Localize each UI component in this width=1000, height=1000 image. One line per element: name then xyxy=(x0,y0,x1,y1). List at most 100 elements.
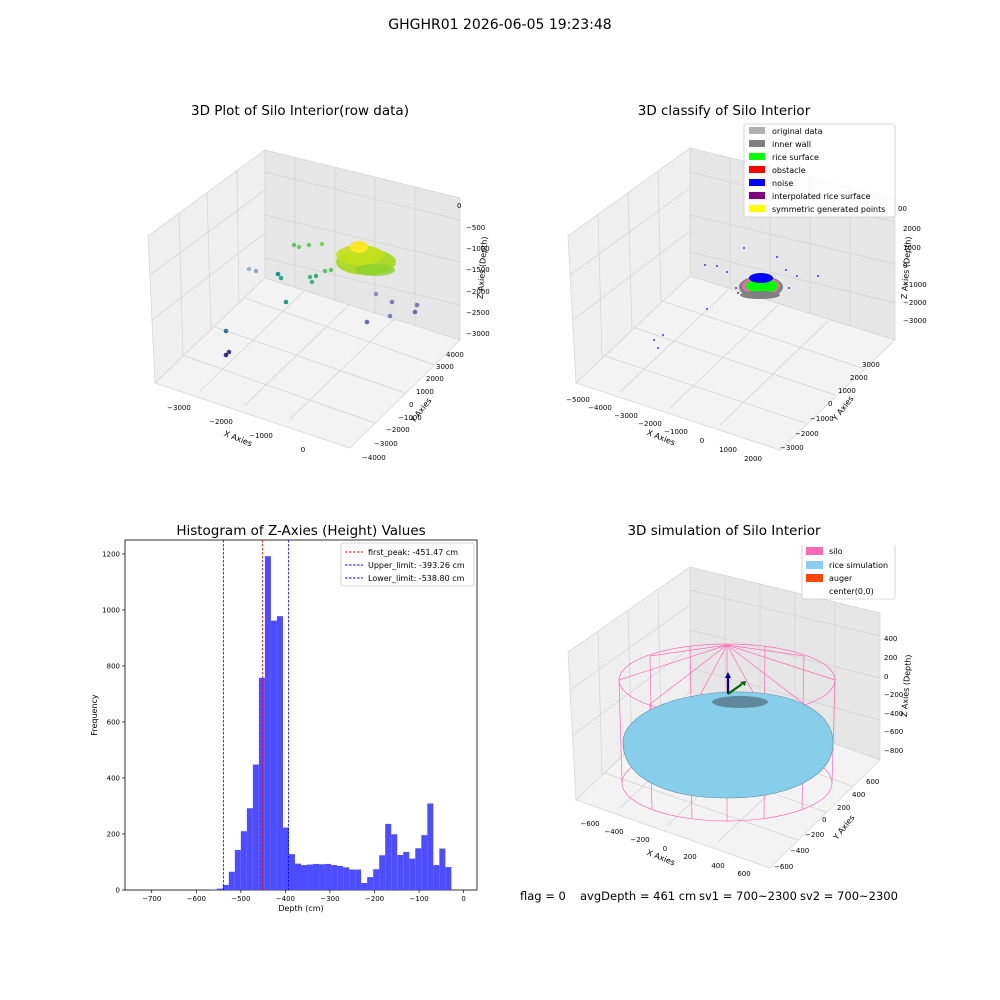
classify-ytick: −2000 xyxy=(795,430,819,438)
histogram-bar xyxy=(421,835,428,890)
simulation-ytick: 400 xyxy=(852,791,865,799)
classify-xtick: 1000 xyxy=(719,446,737,454)
status-sv2: sv2 = 700~2300 xyxy=(800,889,898,903)
rice-simulation-surface xyxy=(622,691,834,799)
status-avg-depth: avgDepth = 461 cm xyxy=(580,889,697,903)
histogram-xlabel: Depth (cm) xyxy=(278,904,323,913)
classify-point-cloud xyxy=(653,247,819,349)
classify-ztick: −2000 xyxy=(903,299,927,307)
classify-ytick: −3000 xyxy=(780,444,804,452)
histogram-bar xyxy=(361,883,368,890)
histogram-xtick-label: 0 xyxy=(461,895,465,903)
classify-ticks: 00 −5000 −4000 −3000 −2000 −1000 0 1000 … xyxy=(566,205,927,463)
histogram-ytick-label: 800 xyxy=(107,663,120,671)
raw-ztick: −1500 xyxy=(466,266,490,274)
histogram-bar xyxy=(343,867,350,890)
histogram-xtick-label: −200 xyxy=(365,895,384,903)
simulation-ztick: −600 xyxy=(884,728,903,736)
classify-ztick: 1000 xyxy=(903,244,921,252)
histogram-bar xyxy=(313,863,320,890)
legend-label-upper-limit: Upper_limit: -393.26 cm xyxy=(368,561,465,570)
histogram-bar xyxy=(319,864,326,890)
histogram-bar xyxy=(294,863,301,890)
classify-ztick: −1000 xyxy=(903,281,927,289)
histogram-bar xyxy=(276,616,283,890)
simulation-ytick: 0 xyxy=(822,816,826,824)
histogram-y-ticks: 0 200 400 600 800 1000 1200 xyxy=(102,551,125,895)
raw-ztick: −1000 xyxy=(466,245,490,253)
histogram-bar xyxy=(270,620,277,890)
raw-ytick: 3000 xyxy=(436,363,454,371)
legend-label: obstacle xyxy=(772,166,806,175)
classify-ytick: 1000 xyxy=(838,387,856,395)
histogram-bar xyxy=(445,867,452,890)
histogram-bar xyxy=(246,808,253,890)
legend-swatch-obstacle xyxy=(749,166,765,173)
raw-ztick: 0 xyxy=(457,202,461,210)
legend-swatch-silo xyxy=(806,547,823,555)
legend-label: rice simulation xyxy=(829,561,888,570)
legend-swatch-rice-surface xyxy=(749,153,765,160)
classify-legend: original data inner wall rice surface ob… xyxy=(743,123,896,218)
histogram-bar xyxy=(439,848,446,890)
histogram-bar xyxy=(355,869,362,890)
simulation-ztick: 400 xyxy=(884,635,897,643)
histogram-ytick-label: 0 xyxy=(116,887,120,895)
histogram-xtick-label: −300 xyxy=(320,895,339,903)
legend-swatch-rice-simulation xyxy=(806,561,823,569)
histogram-ytick-label: 200 xyxy=(107,831,120,839)
simulation-xtick: 600 xyxy=(737,870,750,878)
classify-ztick: 2000 xyxy=(903,225,921,233)
raw-xtick: −2000 xyxy=(209,418,233,426)
histogram-bar xyxy=(234,849,241,890)
histogram-bar xyxy=(282,827,289,890)
classify-xtick: −3000 xyxy=(614,412,638,420)
classify-zlabel: Z Axies (Depth) xyxy=(900,236,913,299)
classify-xtick: 2000 xyxy=(744,455,762,463)
legend-swatch-noise xyxy=(749,179,765,186)
simulation-xtick: 200 xyxy=(683,853,696,861)
raw-ytick: 0 xyxy=(409,401,413,409)
raw-ytick: −4000 xyxy=(362,454,386,462)
histogram-ytick-label: 1200 xyxy=(102,551,120,559)
histogram-xtick-label: −100 xyxy=(409,895,428,903)
simulation-xtick: −600 xyxy=(580,820,599,828)
histogram-reference-lines xyxy=(223,540,289,890)
simulation-ytick: −400 xyxy=(790,847,809,855)
histogram-bar xyxy=(337,865,344,890)
raw-xtick: 0 xyxy=(301,446,305,454)
histogram-xtick-label: −400 xyxy=(276,895,295,903)
classify-ztick: −3000 xyxy=(903,317,927,325)
raw-ticks: −3000 −2000 −1000 0 −4000 −3000 −2000 −1… xyxy=(167,202,490,462)
histogram-bar xyxy=(288,854,295,890)
histogram-bar xyxy=(228,871,235,890)
legend-label: original data xyxy=(772,127,823,136)
histogram-bar xyxy=(397,855,404,890)
classify-ytick: −1000 xyxy=(810,415,834,423)
simulation-ztick: 200 xyxy=(884,654,897,662)
raw-ytick: −3000 xyxy=(374,440,398,448)
legend-swatch-auger xyxy=(806,574,823,582)
legend-swatch-original-data xyxy=(749,127,765,134)
histogram-ytick-label: 400 xyxy=(107,775,120,783)
histogram-bar xyxy=(210,889,217,890)
raw-ytick: 4000 xyxy=(446,351,464,359)
classify-3d-panes xyxy=(567,147,896,451)
histogram-ytick-label: 600 xyxy=(107,719,120,727)
histogram-bar xyxy=(373,869,380,890)
raw-xtick: −3000 xyxy=(167,404,191,412)
histogram-xtick-label: −600 xyxy=(187,895,206,903)
simulation-xtick: 400 xyxy=(711,862,724,870)
classify-ztick: 0 xyxy=(903,262,907,270)
histogram-bar xyxy=(301,865,308,890)
histogram-bar xyxy=(367,877,374,890)
histogram-ytick-label: 1000 xyxy=(102,607,120,615)
classify-xtick: −5000 xyxy=(566,396,590,404)
histogram-ylabel: Frequency xyxy=(90,694,99,736)
classify-ytick: 3000 xyxy=(862,361,880,369)
raw-ztick: −2000 xyxy=(466,288,490,296)
legend-label-first-peak: first_peak: -451.47 cm xyxy=(368,548,458,557)
simulation-plot-title: 3D simulation of Silo Interior xyxy=(627,523,821,539)
simulation-xlabel: X Axies xyxy=(646,848,677,867)
raw-ytick: 2000 xyxy=(426,375,444,383)
